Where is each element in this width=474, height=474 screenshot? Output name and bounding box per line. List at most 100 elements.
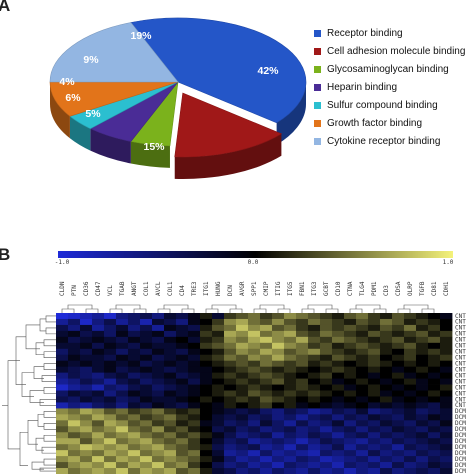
heatmap-cell	[140, 360, 153, 368]
heatmap-cell	[296, 432, 309, 439]
heatmap-cell	[272, 313, 285, 320]
heatmap-cell	[224, 390, 237, 397]
heatmap-cell	[248, 396, 261, 403]
heatmap-cell	[92, 384, 105, 391]
heatmap-cell	[128, 336, 141, 344]
heatmap-cell	[308, 342, 321, 350]
heatmap-cell	[56, 450, 69, 457]
heatmap-cell	[176, 420, 189, 427]
heatmap-cell	[368, 438, 381, 445]
heatmap-cell	[296, 318, 309, 326]
heatmap-cell	[80, 420, 93, 427]
heatmap-cell	[176, 318, 189, 326]
heatmap-cell	[128, 414, 141, 421]
heatmap-cell	[152, 342, 165, 350]
heatmap-cell	[200, 456, 213, 463]
heatmap-cell	[248, 432, 261, 439]
heatmap-cell	[416, 390, 429, 397]
heatmap-cell	[236, 324, 249, 332]
heatmap-cell	[416, 384, 429, 391]
heatmap-cell	[164, 432, 177, 439]
heatmap-cell	[368, 354, 381, 362]
heatmap-cell	[428, 354, 441, 362]
heatmap-cell	[248, 342, 261, 350]
heatmap-cell	[104, 468, 117, 474]
heatmap-cell	[332, 336, 345, 344]
heatmap-cell	[236, 438, 249, 445]
heatmap-cell	[428, 324, 441, 332]
heatmap-cell	[248, 420, 261, 427]
heatmap-cell	[176, 348, 189, 356]
heatmap-cell	[248, 384, 261, 391]
heatmap-cell	[284, 372, 297, 379]
heatmap-cell	[260, 330, 273, 338]
heatmap-cell	[104, 444, 117, 451]
heatmap-cell	[368, 456, 381, 463]
heatmap-cell	[368, 444, 381, 451]
heatmap-cell	[80, 426, 93, 433]
heatmap-cell	[248, 313, 261, 320]
heatmap-cell	[392, 450, 405, 457]
heatmap-cell	[104, 414, 117, 421]
heatmap-cell	[188, 384, 201, 391]
heatmap-cell	[140, 450, 153, 457]
heatmap-cell	[404, 348, 417, 356]
heatmap-cell	[152, 336, 165, 344]
heatmap-cell	[212, 336, 225, 344]
heatmap-cell	[92, 378, 105, 385]
heatmap-cell	[248, 318, 261, 326]
colorbar-tick-label: 1.0	[443, 259, 454, 266]
heatmap-cell	[284, 420, 297, 427]
heatmap-cell	[320, 444, 333, 451]
heatmap-cell	[440, 408, 453, 415]
heatmap-col-label: CLDN	[59, 281, 66, 296]
heatmap-cell	[248, 414, 261, 421]
heatmap-cell	[320, 402, 333, 409]
heatmap-col-label: COL1	[143, 281, 150, 296]
heatmap-cell	[296, 444, 309, 451]
heatmap-cell	[116, 408, 129, 415]
heatmap-cell	[296, 456, 309, 463]
heatmap-cell	[428, 342, 441, 350]
heatmap-cell	[80, 456, 93, 463]
heatmap-cell	[104, 342, 117, 350]
heatmap-cell	[332, 402, 345, 409]
heatmap-row-label: CNT	[455, 349, 466, 356]
heatmap-cell	[416, 372, 429, 379]
heatmap-cell	[428, 378, 441, 385]
heatmap-cell	[176, 354, 189, 362]
heatmap-cell	[392, 432, 405, 439]
heatmap-cell	[440, 342, 453, 350]
heatmap-cell	[284, 384, 297, 391]
pie-slice-0	[130, 17, 307, 124]
heatmap-cell	[200, 402, 213, 409]
heatmap-cell	[152, 408, 165, 415]
heatmap-cell	[320, 348, 333, 356]
heatmap-cell	[68, 342, 81, 350]
heatmap-cell	[92, 438, 105, 445]
heatmap-cell	[344, 420, 357, 427]
heatmap-cell	[188, 348, 201, 356]
heatmap-row-label: DCM	[455, 468, 466, 474]
heatmap-cell	[416, 313, 429, 320]
heatmap-cell	[56, 456, 69, 463]
heatmap-cell	[392, 342, 405, 350]
heatmap-cell	[140, 414, 153, 421]
heatmap-cell	[128, 420, 141, 427]
heatmap-cell	[212, 462, 225, 469]
heatmap-cell	[116, 354, 129, 362]
heatmap-cell	[404, 360, 417, 368]
heatmap-cell	[248, 378, 261, 385]
heatmap-cell	[392, 420, 405, 427]
heatmap-cell	[248, 360, 261, 368]
pie-chart: 42% 15% 5% 6% 4% 9% 19%	[49, 17, 307, 180]
heatmap-cell	[116, 390, 129, 397]
heatmap-cell	[164, 366, 177, 374]
heatmap-cell	[80, 378, 93, 385]
heatmap-cell	[296, 324, 309, 332]
heatmap-cell	[164, 318, 177, 326]
heatmap-cell	[164, 313, 177, 320]
heatmap-col-label: CD10	[335, 281, 342, 296]
heatmap-cell	[68, 450, 81, 457]
heatmap-cell	[260, 372, 273, 379]
